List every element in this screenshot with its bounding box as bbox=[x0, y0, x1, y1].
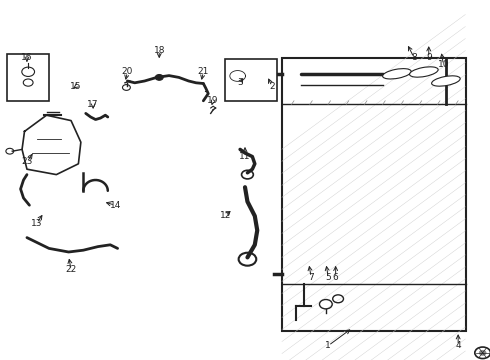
Text: 4: 4 bbox=[455, 341, 461, 350]
Text: 22: 22 bbox=[66, 266, 76, 274]
Text: 12: 12 bbox=[220, 211, 231, 220]
Text: 21: 21 bbox=[197, 68, 209, 77]
Text: 1: 1 bbox=[325, 341, 331, 350]
Text: 7: 7 bbox=[308, 273, 314, 282]
Text: 20: 20 bbox=[122, 68, 133, 77]
Text: 23: 23 bbox=[21, 157, 33, 166]
Ellipse shape bbox=[432, 76, 460, 86]
Text: 9: 9 bbox=[426, 53, 432, 62]
Text: 14: 14 bbox=[109, 201, 121, 210]
Text: 11: 11 bbox=[239, 152, 251, 161]
Text: 18: 18 bbox=[153, 46, 165, 55]
Text: 5: 5 bbox=[325, 273, 331, 282]
Text: 2: 2 bbox=[269, 82, 275, 91]
Polygon shape bbox=[22, 115, 81, 175]
Circle shape bbox=[479, 350, 486, 355]
Text: 10: 10 bbox=[438, 60, 449, 69]
Text: 3: 3 bbox=[237, 78, 243, 87]
Text: 8: 8 bbox=[411, 53, 417, 62]
Ellipse shape bbox=[410, 67, 438, 77]
Bar bbox=[225, 59, 277, 101]
Bar bbox=[7, 54, 49, 101]
Bar bbox=[282, 58, 466, 331]
Circle shape bbox=[155, 75, 163, 80]
Text: 17: 17 bbox=[87, 100, 99, 109]
Text: 19: 19 bbox=[207, 96, 219, 105]
Text: 15: 15 bbox=[70, 82, 82, 91]
Text: 6: 6 bbox=[333, 273, 339, 282]
Text: 16: 16 bbox=[21, 53, 33, 62]
Text: 13: 13 bbox=[31, 219, 43, 228]
Ellipse shape bbox=[383, 69, 411, 79]
